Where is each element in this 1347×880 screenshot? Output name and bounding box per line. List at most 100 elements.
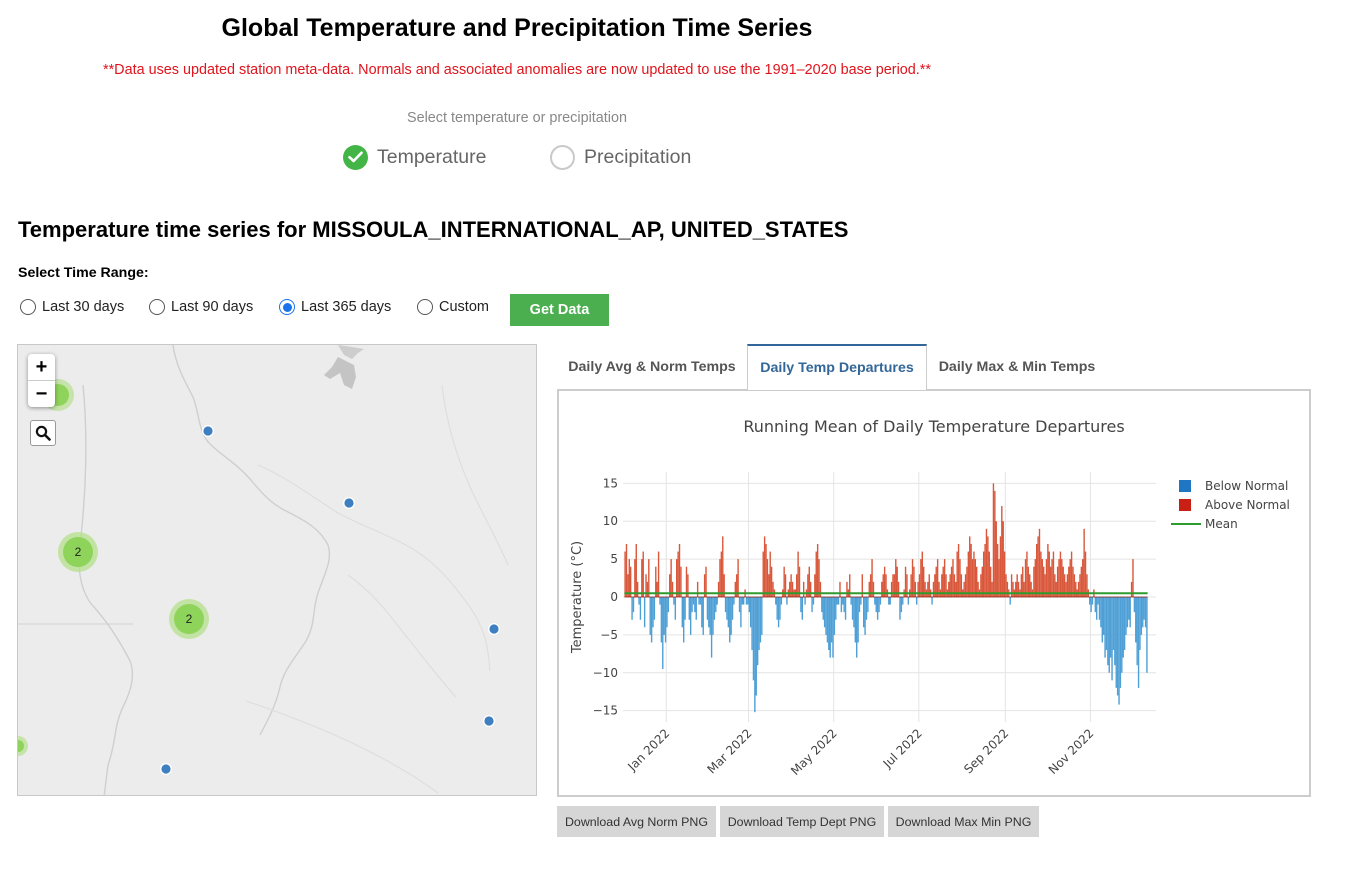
above-normal-bar (913, 566, 915, 597)
temperature-option[interactable]: Temperature (343, 142, 486, 172)
page-title: Global Temperature and Precipitation Tim… (221, 14, 813, 42)
below-normal-bar (879, 597, 882, 605)
above-normal-bar (802, 581, 805, 597)
below-normal-bar (1111, 597, 1113, 681)
station-cluster-marker[interactable]: 2 (58, 532, 98, 572)
above-normal-bar (676, 559, 678, 597)
above-normal-bar (809, 581, 812, 597)
y-tick-label: 10 (603, 514, 618, 528)
below-normal-bar (875, 597, 877, 613)
zoom-out-button[interactable]: − (28, 380, 55, 407)
download-max-min-png-button[interactable]: Download Max Min PNG (888, 806, 1039, 837)
above-normal-bar (734, 581, 737, 597)
above-normal-bar (669, 574, 671, 597)
cluster-count: 2 (174, 604, 204, 634)
below-normal-bar (1136, 597, 1138, 666)
zoom-in-button[interactable]: + (35, 355, 48, 378)
above-normal-bar (967, 551, 970, 597)
above-normal-bar (1003, 551, 1006, 597)
station-cluster-marker[interactable]: 2 (169, 599, 209, 639)
above-normal-bar (895, 559, 897, 597)
above-normal-bar (846, 581, 848, 597)
above-normal-bar (942, 566, 944, 597)
below-normal-bar (713, 597, 716, 620)
below-normal-bar (759, 597, 762, 643)
above-normal-bar (911, 559, 914, 597)
below-normal-bar (691, 597, 693, 613)
above-normal-bar (1030, 581, 1032, 597)
download-temp-dept-png-button[interactable]: Download Temp Dept PNG (720, 806, 884, 837)
above-normal-bar (938, 581, 940, 597)
below-normal-bar (1116, 597, 1119, 696)
above-normal-bar (871, 559, 873, 597)
radio-selected-icon (279, 299, 295, 315)
below-normal-bar (1118, 597, 1120, 705)
range-option-90-days[interactable]: Last 90 days (149, 299, 253, 315)
map-search-button[interactable] (30, 420, 56, 446)
range-option-custom[interactable]: Custom (417, 299, 489, 315)
below-normal-bar (754, 597, 756, 713)
below-normal-bar (931, 597, 933, 605)
above-normal-bar (1034, 559, 1037, 597)
tab-daily-max-min-temps[interactable]: Daily Max & Min Temps (938, 359, 1096, 375)
above-normal-bar (999, 536, 1002, 597)
above-normal-bar (971, 559, 974, 597)
above-normal-bar (1041, 559, 1043, 597)
above-normal-bar (625, 543, 628, 597)
below-normal-bar (878, 597, 880, 613)
below-normal-bar (853, 597, 855, 628)
above-normal-bar (927, 581, 929, 597)
get-data-button[interactable]: Get Data (510, 294, 609, 326)
above-normal-bar (1006, 581, 1009, 597)
below-normal-bar (828, 597, 830, 651)
above-normal-bar (678, 543, 681, 597)
below-normal-bar (758, 597, 760, 651)
above-normal-bar (1082, 559, 1084, 597)
above-normal-bar (772, 581, 774, 597)
below-normal-bar (1125, 597, 1127, 635)
above-normal-bar (1068, 566, 1070, 597)
base-period-notice: **Data uses updated station meta-data. N… (102, 62, 931, 78)
below-normal-bar (692, 597, 695, 605)
station-map[interactable]: 2 2 + − (17, 344, 537, 796)
x-tick-label: Nov 2022 (1046, 726, 1097, 777)
above-normal-bar (1044, 574, 1046, 597)
above-normal-bar (720, 551, 723, 597)
below-normal-bar (1142, 597, 1144, 628)
precipitation-option-label: Precipitation (584, 145, 692, 168)
range-option-label: Last 90 days (171, 299, 254, 315)
tab-daily-temp-departures[interactable]: Daily Temp Departures (747, 344, 927, 390)
below-normal-bar (710, 597, 713, 658)
below-normal-bar (822, 597, 824, 620)
above-normal-bar (791, 581, 794, 597)
above-normal-bar (808, 566, 810, 597)
below-normal-bar (726, 597, 728, 620)
above-normal-bar (970, 543, 972, 597)
tab-daily-avg-norm-temps[interactable]: Daily Avg & Norm Temps (568, 359, 736, 375)
below-normal-bar (825, 597, 827, 635)
above-normal-bar (705, 566, 707, 597)
below-normal-bar (867, 597, 869, 613)
below-normal-bar (631, 597, 633, 620)
above-normal-bar (991, 581, 993, 597)
precipitation-option[interactable]: Precipitation (550, 142, 691, 172)
below-normal-bar (858, 597, 861, 613)
chart-panel: 15 10 5 0 −5 −10 −15 Jan 2022 Mar 2022 May 2022 Ju… (557, 389, 1311, 797)
below-normal-bar (1114, 597, 1116, 666)
below-normal-bar (731, 597, 734, 620)
above-normal-bar (670, 559, 672, 597)
above-normal-bar (1049, 566, 1052, 597)
range-option-365-days[interactable]: Last 365 days (279, 299, 391, 315)
download-avg-norm-png-button[interactable]: Download Avg Norm PNG (557, 806, 716, 837)
below-normal-bar (712, 597, 714, 635)
above-normal-bar (765, 543, 767, 597)
above-normal-bar (624, 551, 626, 597)
range-option-30-days[interactable]: Last 30 days (20, 299, 124, 315)
below-normal-bar (804, 597, 806, 605)
below-normal-bar (1109, 597, 1112, 658)
below-normal-bar (749, 597, 752, 628)
above-normal-bar (881, 581, 883, 597)
above-normal-bar (935, 566, 937, 597)
above-normal-bar (680, 566, 682, 597)
above-normal-bar (964, 574, 967, 597)
